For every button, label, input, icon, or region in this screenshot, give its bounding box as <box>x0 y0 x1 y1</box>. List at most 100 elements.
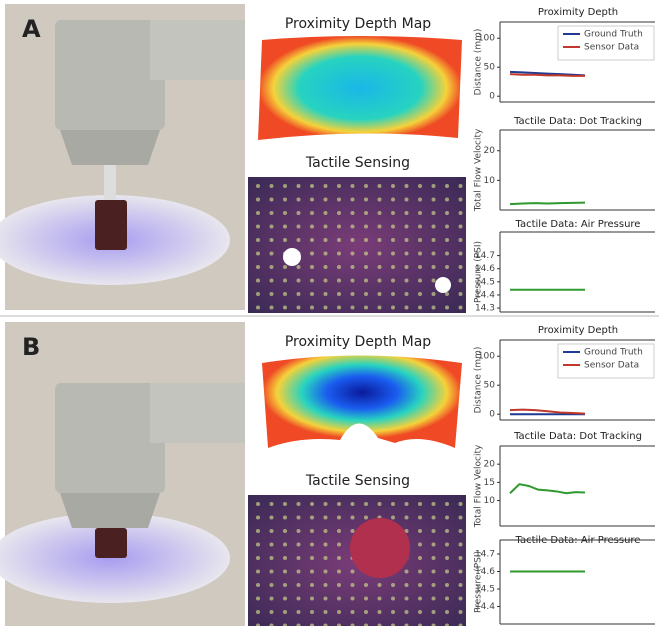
tactile-dot <box>283 556 287 560</box>
tactile-dot <box>256 279 260 283</box>
tactile-title: Tactile Sensing <box>305 155 410 171</box>
tactile-dot <box>391 516 395 520</box>
tactile-dot <box>351 198 355 202</box>
tactile-dot <box>445 198 449 202</box>
tactile-dot <box>445 583 449 587</box>
tactile-dot <box>432 502 436 506</box>
tactile-dot <box>418 238 422 242</box>
tactile-dot <box>364 516 368 520</box>
tactile-dot <box>459 225 463 229</box>
tactile-dot <box>418 502 422 506</box>
depth-map <box>262 356 462 449</box>
tactile-dot <box>337 610 341 614</box>
gripper-arm <box>150 20 245 80</box>
tactile-dot <box>378 198 382 202</box>
y-tick-label: 14.6 <box>475 264 495 274</box>
tactile-dot <box>418 306 422 310</box>
bottle <box>95 200 127 250</box>
tactile-dot <box>256 516 260 520</box>
tactile-dot <box>459 556 463 560</box>
tactile-dot <box>445 543 449 547</box>
tactile-dot <box>337 556 341 560</box>
tactile-dot <box>391 225 395 229</box>
tactile-dot <box>297 265 301 269</box>
tactile-dot <box>405 184 409 188</box>
chart-title: Proximity Depth <box>538 325 618 336</box>
tactile-title: Tactile Sensing <box>305 473 410 489</box>
tactile-dot <box>432 529 436 533</box>
tactile-dot <box>459 211 463 215</box>
y-axis-label: Total Flow Velocity <box>474 444 484 528</box>
tactile-dot <box>391 279 395 283</box>
tactile-dot <box>405 279 409 283</box>
tactile-dot <box>351 184 355 188</box>
tactile-dot <box>391 306 395 310</box>
tactile-dot <box>459 306 463 310</box>
tactile-dot <box>418 279 422 283</box>
tactile-dot <box>310 279 314 283</box>
tactile-dot <box>445 529 449 533</box>
tactile-dot <box>445 252 449 256</box>
tactile-dot <box>270 198 274 202</box>
tactile-dot <box>418 198 422 202</box>
tactile-dot <box>256 556 260 560</box>
y-tick-label: 14.3 <box>475 304 495 314</box>
tactile-dot <box>391 597 395 601</box>
tactile-dot <box>418 597 422 601</box>
tactile-dot <box>297 238 301 242</box>
tactile-dot <box>432 225 436 229</box>
tactile-dot <box>432 265 436 269</box>
y-tick-label: 50 <box>484 381 496 391</box>
tactile-dot <box>405 597 409 601</box>
tactile-dot <box>297 198 301 202</box>
tactile-dot <box>337 583 341 587</box>
tactile-dot <box>283 265 287 269</box>
tactile-dot <box>391 583 395 587</box>
tactile-dot <box>391 265 395 269</box>
tactile-dot <box>432 292 436 296</box>
tactile-dot <box>324 306 328 310</box>
tactile-dot <box>378 502 382 506</box>
tactile-dot <box>270 238 274 242</box>
tactile-dot <box>310 292 314 296</box>
tactile-dot <box>459 184 463 188</box>
tactile-dot <box>405 211 409 215</box>
tactile-dot <box>432 211 436 215</box>
tactile-dot <box>351 529 355 533</box>
tactile-dot <box>378 184 382 188</box>
panel: AProximity Depth MapTactile Sensing <box>0 4 466 313</box>
tactile-dot <box>459 252 463 256</box>
tactile-dot <box>310 610 314 614</box>
tactile-dot <box>378 225 382 229</box>
tactile-dot <box>256 238 260 242</box>
tactile-dot <box>270 543 274 547</box>
tactile-dot <box>432 610 436 614</box>
tactile-dot <box>324 556 328 560</box>
tactile-dot <box>391 238 395 242</box>
tactile-dot <box>337 279 341 283</box>
tactile-dot <box>459 543 463 547</box>
tactile-dot <box>270 252 274 256</box>
tactile-dot <box>256 610 260 614</box>
tactile-dot <box>310 597 314 601</box>
tactile-dot <box>324 610 328 614</box>
y-tick-label: 15 <box>484 478 495 488</box>
tactile-dot <box>351 252 355 256</box>
chart-title: Tactile Data: Dot Tracking <box>513 431 642 442</box>
y-tick-label: 0 <box>489 410 495 420</box>
tactile-dot <box>364 211 368 215</box>
y-tick-label: 100 <box>478 34 495 44</box>
tactile-dot <box>418 516 422 520</box>
tactile-dot <box>256 198 260 202</box>
tactile-dot <box>459 292 463 296</box>
data-line <box>510 203 585 204</box>
tactile-dot <box>283 543 287 547</box>
tactile-dot <box>351 583 355 587</box>
tactile-dot <box>297 184 301 188</box>
tactile-dot <box>310 252 314 256</box>
tactile-dot <box>432 516 436 520</box>
tactile-dot <box>405 306 409 310</box>
tactile-dot <box>405 610 409 614</box>
tactile-dot <box>391 292 395 296</box>
tactile-dot <box>418 211 422 215</box>
